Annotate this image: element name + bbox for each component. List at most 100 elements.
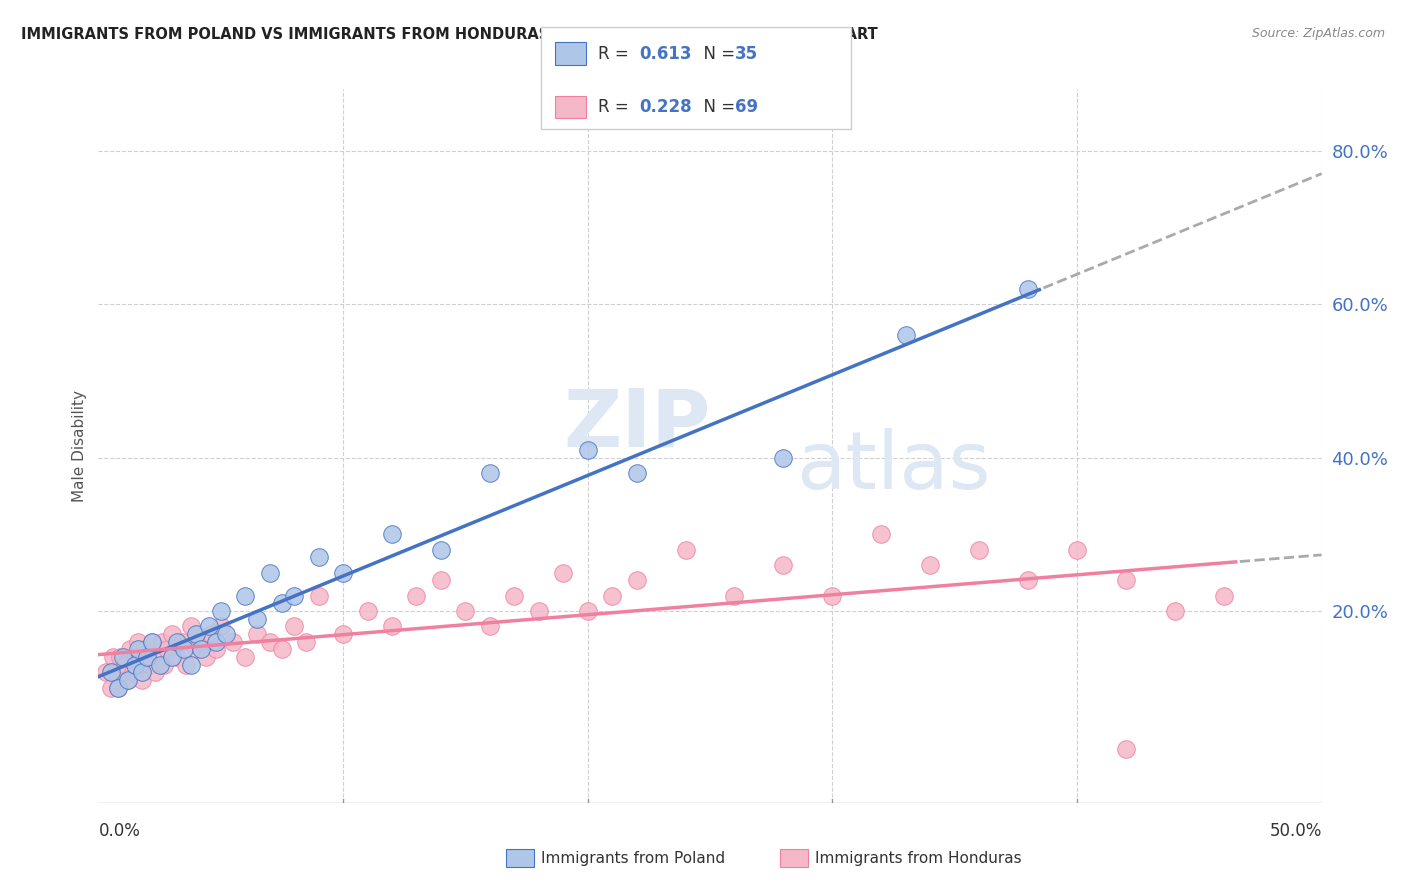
Point: [626, 574, 648, 588]
Point: [124, 657, 146, 672]
Point: [381, 527, 404, 541]
Point: [150, 634, 173, 648]
Point: [214, 627, 236, 641]
Point: [111, 650, 134, 665]
Text: 50.0%: 50.0%: [1270, 822, 1322, 840]
Point: [197, 619, 219, 633]
Point: [600, 589, 623, 603]
Point: [626, 466, 648, 480]
Point: [270, 596, 294, 610]
Point: [110, 650, 132, 665]
Point: [166, 634, 188, 648]
Point: [270, 642, 294, 657]
Point: [576, 442, 599, 457]
Point: [246, 612, 269, 626]
Point: [107, 681, 129, 695]
Point: [576, 604, 599, 618]
Point: [283, 589, 305, 603]
Point: [259, 566, 281, 580]
Point: [104, 665, 127, 680]
Text: 0.613: 0.613: [640, 45, 692, 62]
Point: [190, 634, 212, 648]
Point: [430, 542, 453, 557]
Point: [143, 665, 166, 680]
Point: [160, 650, 183, 665]
Point: [405, 589, 427, 603]
Point: [114, 657, 136, 672]
Point: [134, 642, 156, 657]
Point: [1115, 574, 1137, 588]
Point: [127, 642, 149, 657]
Point: [920, 558, 942, 572]
Point: [967, 542, 990, 557]
Point: [186, 642, 208, 657]
Point: [209, 604, 232, 618]
Text: N =: N =: [693, 98, 741, 116]
Text: Source: ZipAtlas.com: Source: ZipAtlas.com: [1251, 27, 1385, 40]
Text: ZIP: ZIP: [564, 385, 710, 464]
Point: [200, 627, 222, 641]
Text: 0.228: 0.228: [640, 98, 692, 116]
Point: [180, 619, 202, 633]
Point: [222, 634, 245, 648]
Point: [723, 589, 745, 603]
Point: [381, 619, 404, 633]
Y-axis label: Male Disability: Male Disability: [72, 390, 87, 502]
Point: [149, 650, 172, 665]
Point: [246, 627, 269, 641]
Point: [283, 619, 305, 633]
Point: [870, 527, 893, 541]
Text: N =: N =: [693, 45, 741, 62]
Point: [100, 665, 122, 680]
Point: [527, 604, 550, 618]
Point: [94, 665, 117, 680]
Point: [821, 589, 844, 603]
Point: [141, 634, 163, 648]
Point: [772, 450, 794, 465]
Point: [156, 642, 179, 657]
Point: [308, 550, 330, 565]
Point: [129, 657, 152, 672]
Point: [209, 619, 232, 633]
Point: [1164, 604, 1187, 618]
Text: R =: R =: [598, 98, 634, 116]
Point: [124, 650, 146, 665]
Point: [1066, 542, 1088, 557]
Text: 69: 69: [735, 98, 758, 116]
Point: [1115, 742, 1137, 756]
Point: [120, 642, 142, 657]
Point: [356, 604, 378, 618]
Point: [233, 650, 256, 665]
Point: [295, 634, 318, 648]
Point: [117, 673, 139, 687]
Point: [503, 589, 526, 603]
Text: IMMIGRANTS FROM POLAND VS IMMIGRANTS FROM HONDURAS MALE DISABILITY CORRELATION C: IMMIGRANTS FROM POLAND VS IMMIGRANTS FRO…: [21, 27, 877, 42]
Point: [894, 327, 917, 342]
Point: [176, 657, 198, 672]
Point: [1212, 589, 1234, 603]
Point: [100, 681, 122, 695]
Point: [478, 466, 501, 480]
Point: [139, 657, 162, 672]
Point: [553, 566, 575, 580]
Point: [233, 589, 256, 603]
Point: [180, 657, 202, 672]
Point: [195, 650, 218, 665]
Point: [1017, 574, 1039, 588]
Point: [478, 619, 501, 633]
Point: [454, 604, 477, 618]
Point: [170, 634, 193, 648]
Point: [308, 589, 330, 603]
Point: [121, 665, 143, 680]
Point: [136, 650, 159, 665]
Point: [205, 642, 228, 657]
Point: [332, 566, 354, 580]
Point: [131, 665, 153, 680]
Text: Immigrants from Poland: Immigrants from Poland: [541, 851, 725, 865]
Point: [131, 673, 153, 687]
Point: [117, 673, 139, 687]
Text: atlas: atlas: [796, 428, 990, 507]
Point: [675, 542, 697, 557]
Text: 35: 35: [735, 45, 758, 62]
Point: [111, 665, 134, 680]
